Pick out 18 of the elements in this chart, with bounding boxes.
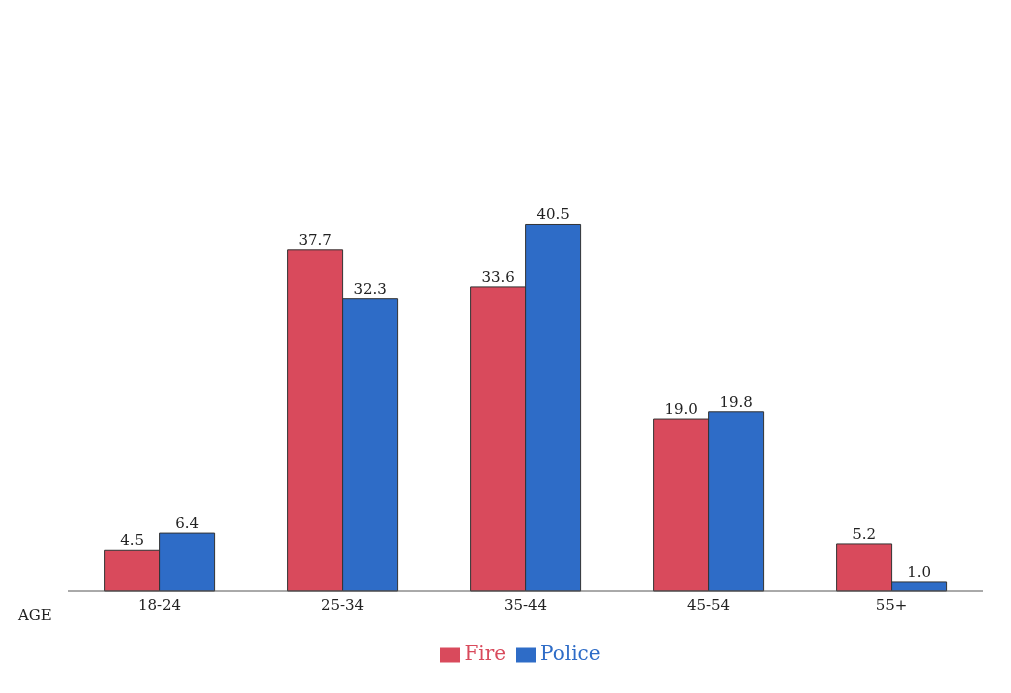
- data-label: 33.6: [481, 267, 515, 286]
- x-tick-label: 45-54: [686, 595, 731, 614]
- legend-label: Fire: [464, 641, 507, 665]
- x-tick-label: 35-44: [503, 595, 548, 614]
- x-tick-label: 55+: [875, 595, 908, 614]
- x-tick-label: 25-34: [320, 595, 365, 614]
- data-label: 4.5: [120, 531, 145, 550]
- legend-label: Police: [540, 641, 601, 665]
- data-label: 1.0: [907, 562, 932, 581]
- x-tick-label: 18-24: [137, 595, 182, 614]
- data-label: 32.3: [353, 279, 387, 298]
- data-label: 40.5: [536, 205, 570, 224]
- data-label: 19.8: [719, 392, 753, 411]
- x-axis-title: AGE: [18, 606, 52, 624]
- data-label: 6.4: [175, 514, 200, 533]
- data-label: 5.2: [852, 524, 877, 543]
- data-label: 37.7: [298, 230, 332, 249]
- data-label: 19.0: [664, 400, 698, 419]
